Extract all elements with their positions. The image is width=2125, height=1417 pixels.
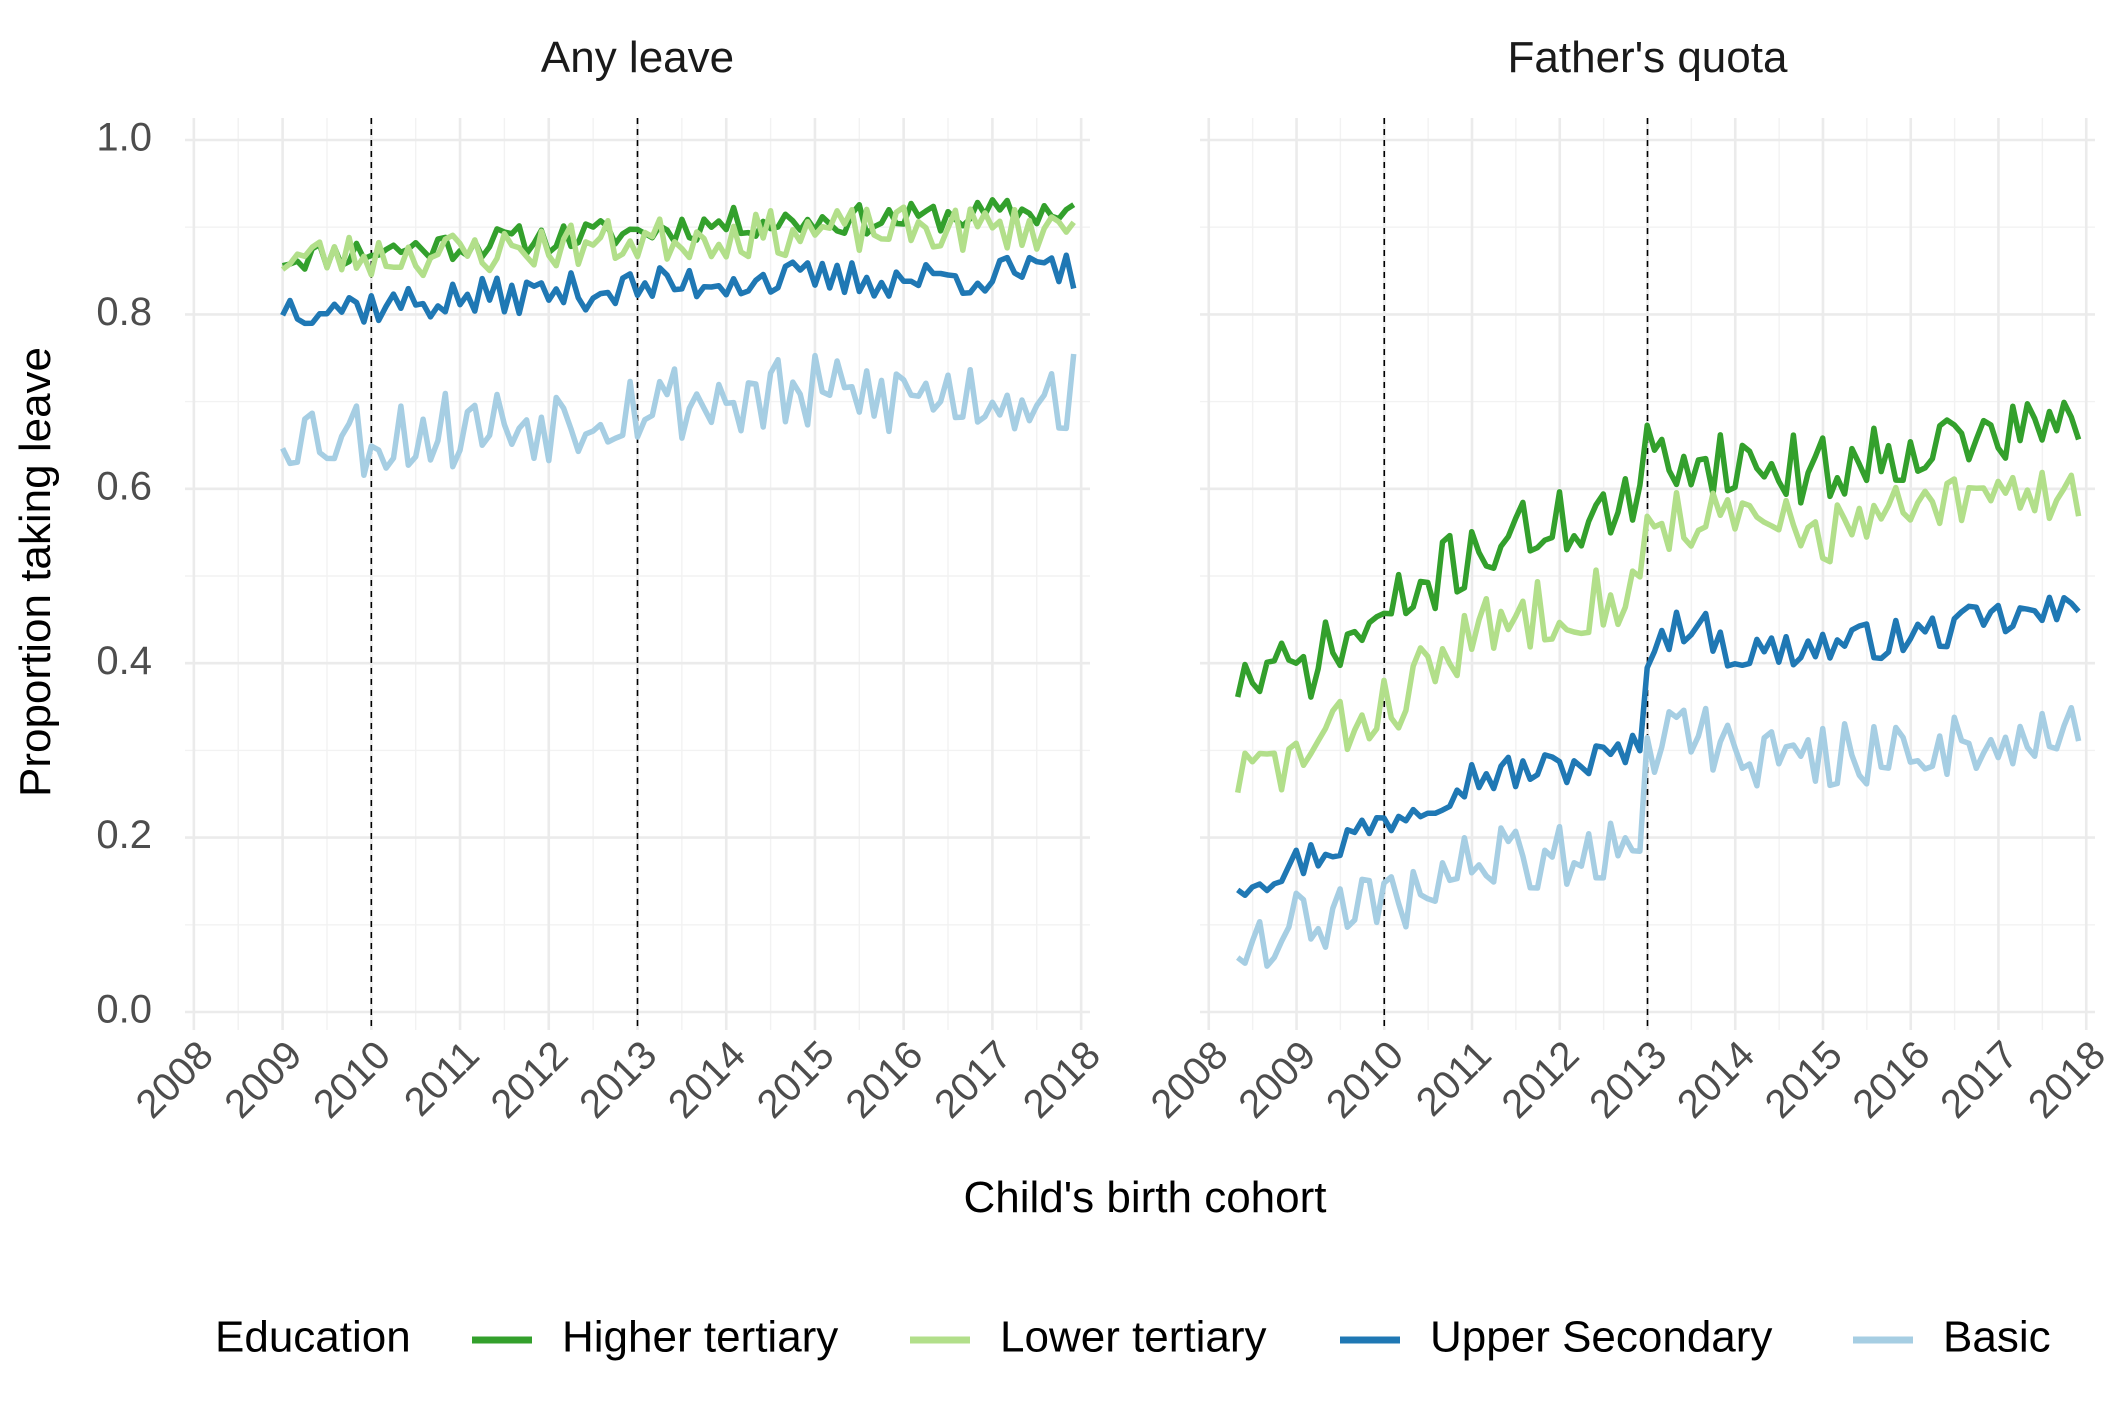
x-tick-label: 2008 <box>128 1033 222 1127</box>
series-line <box>281 197 1076 272</box>
series-line <box>1236 704 2082 969</box>
series-line <box>280 352 1077 478</box>
x-tick-label: 2015 <box>1757 1033 1851 1127</box>
series-line <box>1234 469 2082 794</box>
legend: Education Higher tertiary Lower tertiary U… <box>215 1313 2051 1362</box>
y-tick-label: 0.2 <box>96 813 152 857</box>
x-tick-label: 2009 <box>216 1033 310 1127</box>
legend-title: Education <box>215 1313 411 1362</box>
y-tick-label: 0.6 <box>96 464 152 508</box>
x-axis-title: Child's birth cohort <box>964 1173 1327 1222</box>
legend-entry: Basic <box>1943 1313 2051 1362</box>
x-tick-label: 2013 <box>1581 1033 1675 1127</box>
legend-entry: Upper Secondary <box>1430 1313 1772 1362</box>
legend-entry: Lower tertiary <box>1000 1313 1267 1362</box>
x-tick-label: 2012 <box>1494 1033 1588 1127</box>
y-tick-label: 0.8 <box>96 290 152 334</box>
series-line <box>280 204 1076 279</box>
panel-any-leave: Any leave0.00.20.40.60.81.02008200920102… <box>96 33 1109 1127</box>
series-line <box>1235 399 2082 700</box>
x-tick-label: 2017 <box>926 1033 1020 1127</box>
y-tick-label: 0.0 <box>96 988 152 1032</box>
panel-fathers-quota: Father's quota20082009201020112012201320… <box>1143 33 2114 1127</box>
x-tick-label: 2009 <box>1230 1033 1324 1127</box>
series-line <box>1236 594 2081 899</box>
x-tick-label: 2015 <box>749 1033 843 1127</box>
x-tick-label: 2018 <box>2020 1033 2114 1127</box>
x-tick-label: 2008 <box>1143 1033 1237 1127</box>
x-tick-label: 2018 <box>1015 1033 1109 1127</box>
x-tick-label: 2011 <box>396 1033 488 1125</box>
x-tick-label: 2011 <box>1408 1033 1500 1125</box>
panel-title: Father's quota <box>1508 33 1788 82</box>
x-tick-label: 2016 <box>837 1033 931 1127</box>
y-axis-title: Proportion taking leave <box>11 347 60 797</box>
x-tick-label: 2010 <box>1318 1033 1412 1127</box>
x-tick-label: 2014 <box>660 1033 754 1127</box>
x-tick-label: 2012 <box>483 1033 577 1127</box>
series-line <box>280 252 1077 327</box>
panel-title: Any leave <box>541 33 734 82</box>
legend-entry: Higher tertiary <box>562 1313 838 1362</box>
x-tick-label: 2014 <box>1669 1033 1763 1127</box>
x-tick-label: 2017 <box>1932 1033 2026 1127</box>
x-tick-label: 2010 <box>305 1033 399 1127</box>
x-tick-label: 2016 <box>1845 1033 1939 1127</box>
y-tick-label: 1.0 <box>96 116 152 160</box>
x-tick-label: 2013 <box>571 1033 665 1127</box>
y-tick-label: 0.4 <box>96 639 152 683</box>
